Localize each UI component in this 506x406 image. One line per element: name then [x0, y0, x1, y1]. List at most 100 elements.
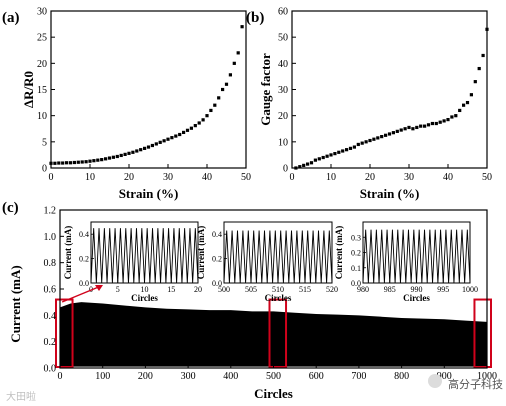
panel-c-panel-letter: (c): [2, 200, 19, 216]
panel-b-data-point: [469, 93, 473, 97]
panel-c-highlight-box: [473, 298, 492, 368]
panel-b-x-tick-label: 10: [326, 172, 336, 183]
panel-b-panel-letter: (b): [246, 10, 264, 26]
panel-c-x-axis-label: Circles: [254, 386, 293, 401]
panel-c-y-tick-label: 0.2: [44, 337, 57, 348]
panel-a-data-point: [221, 87, 225, 92]
panel-b-y-tick-label: 60: [278, 7, 288, 18]
inset-x-tick-label: 10: [141, 285, 149, 294]
panel-a-data-point: [162, 139, 166, 143]
panel-c-x-tick-label: 900: [437, 371, 452, 382]
inset-x-tick-label: 1000: [462, 285, 478, 294]
panel-b-data-point: [462, 103, 466, 107]
panel-b-y-tick-label: 10: [278, 137, 288, 148]
panel-b-data-point: [368, 138, 372, 143]
panel-a-data-point: [49, 161, 53, 165]
inset-y-axis-label: Current (mA): [63, 226, 73, 280]
panel-b-x-tick-label: 0: [290, 172, 295, 183]
panel-c-x-tick-label: 200: [138, 371, 153, 382]
panel-a-y-tick-label: 30: [37, 7, 47, 18]
panel-b-data-point: [360, 141, 364, 145]
inset-x-tick-label: 505: [245, 285, 257, 294]
panel-a-data-point: [189, 126, 193, 130]
panel-a-y-tick-label: 25: [37, 33, 47, 44]
watermark-right: 高分子科技: [448, 378, 503, 391]
panel-c-signal-area: [60, 302, 487, 367]
panel-a-data-point: [217, 96, 221, 100]
panel-a-data-point: [170, 136, 174, 140]
panel-b-data-point: [364, 140, 368, 144]
panel-b-panel: 0 10 20 30 40 50 0 10 20 30 40 50 60 Strain (%) Gauge …: [246, 7, 492, 202]
panel-c-x-tick-label: 700: [351, 371, 366, 382]
panel-b-data-point: [477, 66, 481, 71]
panel-a-data-point: [88, 159, 92, 163]
panel-a-y-tick-label: 5: [42, 137, 47, 148]
inset-x-axis-label: Circles: [265, 293, 292, 303]
panel-b-x-axis-label: Strain (%): [360, 186, 420, 201]
panel-a-plot-frame: [50, 10, 247, 169]
panel-c-highlight-box: [268, 298, 288, 368]
inset-y-tick-label: 0.1: [351, 264, 361, 273]
panel-a-x-axis-label: Strain (%): [119, 186, 179, 201]
panel-b-data-point: [298, 165, 302, 169]
panel-b-data-point: [356, 142, 360, 147]
panel-b-y-tick-label: 30: [278, 85, 288, 96]
panel-c-y-axis-label: Current (mA): [8, 265, 23, 342]
inset-x-tick-label: 15: [167, 285, 175, 294]
inset-y-axis-label: Current (mA): [334, 226, 344, 280]
inset-x-tick-label: 985: [384, 285, 396, 294]
inset-y-tick-label: 0.0: [212, 279, 222, 288]
panel-c-arrow-line: [61, 285, 102, 303]
panel-b-x-tick-label: 20: [365, 172, 375, 183]
panel-a-data-point: [107, 156, 112, 160]
panel-a-data-point: [96, 158, 100, 162]
panel-a-y-tick-label: 20: [37, 59, 47, 70]
inset-x-tick-label: 20: [194, 285, 202, 294]
panel-b-y-tick-label: 40: [278, 59, 288, 70]
panel-b-data-point: [473, 80, 477, 84]
panel-c-x-tick-label: 100: [95, 371, 110, 382]
inset-y-tick-label: 0.0: [351, 279, 361, 288]
panel-a-data-point: [53, 161, 57, 165]
panel-c-y-tick-label: 0.6: [44, 285, 57, 296]
panel-a-panel-letter: (a): [2, 10, 20, 26]
panel-b-x-tick-label: 30: [404, 172, 414, 183]
panel-b-data-point: [395, 129, 399, 133]
inset-x-tick-label: 515: [299, 285, 311, 294]
panel-b-plot-frame: [291, 10, 488, 169]
panel-c-panel: 0 100 200 300 400 500 600 700 800 900 1000 0.0 0.2 0.…: [2, 200, 497, 401]
panel-c-y-tick-label: 0.0: [44, 364, 57, 375]
panel-a-y-tick-label: 15: [37, 85, 47, 96]
panel-c-inset: 980 985 990 995 1000 0.0 0.1 0.2 0.3 Circles Curre…: [334, 221, 478, 303]
panel-b-data-point: [352, 145, 356, 149]
inset-frame: [223, 221, 333, 284]
panel-b-data-point: [309, 161, 314, 165]
panel-b-data-point: [384, 133, 388, 137]
panel-a-data-point: [76, 160, 80, 164]
panel-a-data-point: [115, 154, 119, 159]
panel-a-data-point: [127, 151, 131, 155]
panel-a-y-tick-label: 10: [37, 111, 47, 122]
panel-a-data-point: [65, 161, 69, 165]
panel-c-x-tick-label: 1000: [477, 371, 497, 382]
panel-a-data-point: [61, 161, 65, 165]
panel-a-data-point: [92, 159, 96, 163]
panel-b-data-point: [458, 108, 462, 113]
panel-b-data-point: [391, 131, 395, 135]
panel-a-x-tick-label: 20: [124, 172, 134, 183]
panel-b-data-point: [345, 148, 349, 152]
panel-a-data-point: [135, 149, 139, 153]
panel-a-data-point: [209, 108, 213, 113]
panel-a-data-point: [139, 148, 143, 152]
panel-c-x-tick-label: 500: [266, 371, 281, 382]
panel-b-data-point: [419, 124, 423, 128]
panel-a-data-point: [166, 137, 170, 141]
watermark-left: 大田啦: [6, 392, 36, 403]
panel-c-x-tick-label: 600: [309, 371, 324, 382]
panel-c-x-tick-label: 800: [394, 371, 409, 382]
panel-b-data-point: [446, 117, 450, 122]
panel-b-data-point: [306, 162, 310, 166]
inset-y-tick-label: 0.3: [351, 233, 361, 242]
panel-b-data-point: [465, 100, 470, 105]
